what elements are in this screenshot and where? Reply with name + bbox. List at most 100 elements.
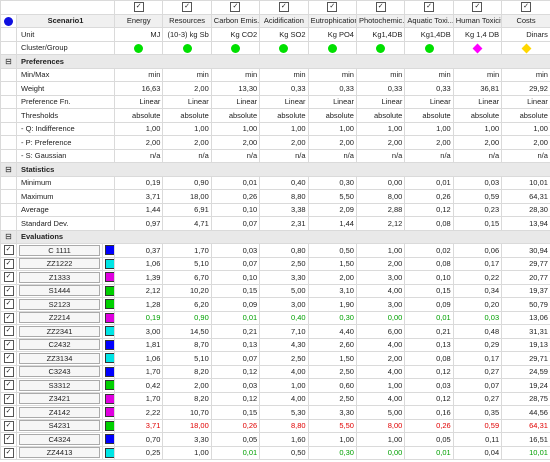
cell-value: 0,90 [162, 310, 212, 325]
cell-value: 2,00 [355, 351, 406, 366]
cell-value: min [404, 67, 454, 82]
blank-cell [0, 67, 17, 82]
checkbox[interactable]: ✓ [230, 2, 241, 13]
checkbox[interactable]: ✓ [3, 353, 14, 364]
checkbox[interactable]: ✓ [278, 2, 289, 13]
cell-value: 0,11 [452, 432, 503, 447]
name-cell: ZZ3134 [16, 351, 103, 366]
cell-value: 0,03 [210, 378, 261, 393]
cell-value: 0,50 [259, 445, 309, 460]
checkbox[interactable]: ✓ [3, 285, 14, 296]
cell-value: 0,33 [355, 81, 406, 96]
unit-value: Kg1,4DB [355, 27, 406, 42]
alternative-name: S3312 [19, 379, 100, 391]
name-cell: C3243 [16, 364, 103, 379]
color-swatch [105, 434, 114, 445]
cell-value: 0,33 [307, 81, 357, 96]
checkbox[interactable]: ✓ [3, 339, 14, 350]
cell-value: 29,77 [501, 256, 550, 271]
cell-value: 8,80 [259, 418, 309, 433]
cell-value: 0,26 [404, 189, 454, 204]
cell-value: absolute [307, 108, 357, 123]
cell-value: n/a [452, 148, 503, 163]
checkbox[interactable]: ✓ [3, 420, 14, 431]
scenario-marker-cell [0, 13, 17, 28]
checkbox[interactable]: ✓ [3, 272, 14, 283]
cell-value: 4,00 [259, 391, 309, 406]
cell-value: 0,01 [210, 175, 261, 190]
unit-value: Kg1,4DB [404, 27, 454, 42]
color-swatch [105, 299, 114, 310]
checkbox[interactable]: ✓ [3, 366, 14, 377]
checkbox[interactable]: ✓ [375, 2, 386, 13]
cell-value: 16,63 [113, 81, 164, 96]
collapse-toggle: ⊟ [0, 162, 17, 177]
checkbox[interactable]: ✓ [3, 407, 14, 418]
checkbox[interactable]: ✓ [3, 380, 14, 391]
cell-value: 0,09 [404, 297, 454, 312]
cell-value: 5,30 [259, 405, 309, 420]
cell-value: n/a [162, 148, 212, 163]
name-cell: S1444 [16, 283, 103, 298]
checkbox[interactable]: ✓ [472, 2, 483, 13]
cell-value: 3,30 [259, 270, 309, 285]
checkbox[interactable]: ✓ [521, 2, 532, 13]
cell-value: 2,31 [259, 216, 309, 231]
checkbox[interactable]: ✓ [182, 2, 193, 13]
cell-value: 2,60 [307, 337, 357, 352]
collapse-toggle: ⊟ [0, 229, 17, 244]
cell-value: 2,00 [307, 135, 357, 150]
name-cell: Z3421 [16, 391, 103, 406]
cluster-marker [521, 43, 531, 54]
cell-value: 0,07 [210, 216, 261, 231]
name-cell: Z4142 [16, 405, 103, 420]
checkbox-cell: ✓ [0, 364, 17, 379]
cell-value: 6,70 [162, 270, 212, 285]
row-label: Cluster/Group [16, 40, 115, 55]
cell-value: 8,20 [162, 391, 212, 406]
checkbox[interactable]: ✓ [3, 245, 14, 256]
checkbox[interactable]: ✓ [424, 2, 435, 13]
cell-value: 1,00 [501, 121, 550, 136]
checkbox[interactable]: ✓ [3, 258, 14, 269]
criterion-checkbox-cell: ✓ [501, 0, 550, 15]
cell-value: absolute [210, 108, 261, 123]
cell-value: 6,00 [355, 324, 406, 339]
checkbox[interactable]: ✓ [3, 326, 14, 337]
cluster-marker [279, 43, 289, 53]
checkbox[interactable]: ✓ [3, 434, 14, 445]
cell-value: 0,15 [210, 405, 261, 420]
cell-value: 0,40 [259, 175, 309, 190]
cell-value: 1,00 [259, 378, 309, 393]
cell-value: 10,01 [501, 175, 550, 190]
table-row: ✓ S3312 0,42 2,00 0,03 1,00 0,60 1,00 0,03 0,07 19… [0, 378, 550, 393]
checkbox[interactable]: ✓ [3, 447, 14, 458]
color-cell [102, 310, 115, 325]
cell-value: 2,00 [162, 378, 212, 393]
cluster-cell [210, 40, 261, 55]
table-row: ✓ ✓ ✓ ✓ ✓ ✓ ✓ ✓ ✓ [0, 0, 550, 15]
checkbox[interactable]: ✓ [327, 2, 338, 13]
cell-value: 0,00 [355, 445, 406, 460]
checkbox[interactable]: ✓ [3, 312, 14, 323]
cell-value: Linear [452, 94, 503, 109]
table-row: ✓ Z4142 2,22 10,70 0,15 5,30 3,30 5,00 0,16 0,35 4… [0, 405, 550, 420]
color-cell [102, 256, 115, 271]
table-row: ✓ C2432 1,81 8,70 0,13 4,30 2,60 4,00 0,13 0,29 19… [0, 337, 550, 352]
criterion-checkbox-cell: ✓ [259, 0, 309, 15]
table-row: Cluster/Group [0, 40, 550, 55]
table-row: Preference Fn. Linear Linear Linear Linear Li… [0, 94, 550, 109]
cell-value: 0,19 [113, 310, 164, 325]
color-swatch [105, 366, 114, 377]
criterion-checkbox-cell: ✓ [162, 0, 212, 15]
checkbox[interactable]: ✓ [3, 393, 14, 404]
cell-value: 0,08 [404, 256, 454, 271]
cell-value: Linear [162, 94, 212, 109]
checkbox[interactable]: ✓ [133, 2, 144, 13]
cell-value: 0,03 [404, 378, 454, 393]
cell-value: Linear [501, 94, 550, 109]
checkbox[interactable]: ✓ [3, 299, 14, 310]
checkbox-cell: ✓ [0, 351, 17, 366]
cell-value: 5,10 [162, 256, 212, 271]
table-row: ✓ ZZ2341 3,00 14,50 0,21 7,10 4,40 6,00 0,21 0,48… [0, 324, 550, 339]
